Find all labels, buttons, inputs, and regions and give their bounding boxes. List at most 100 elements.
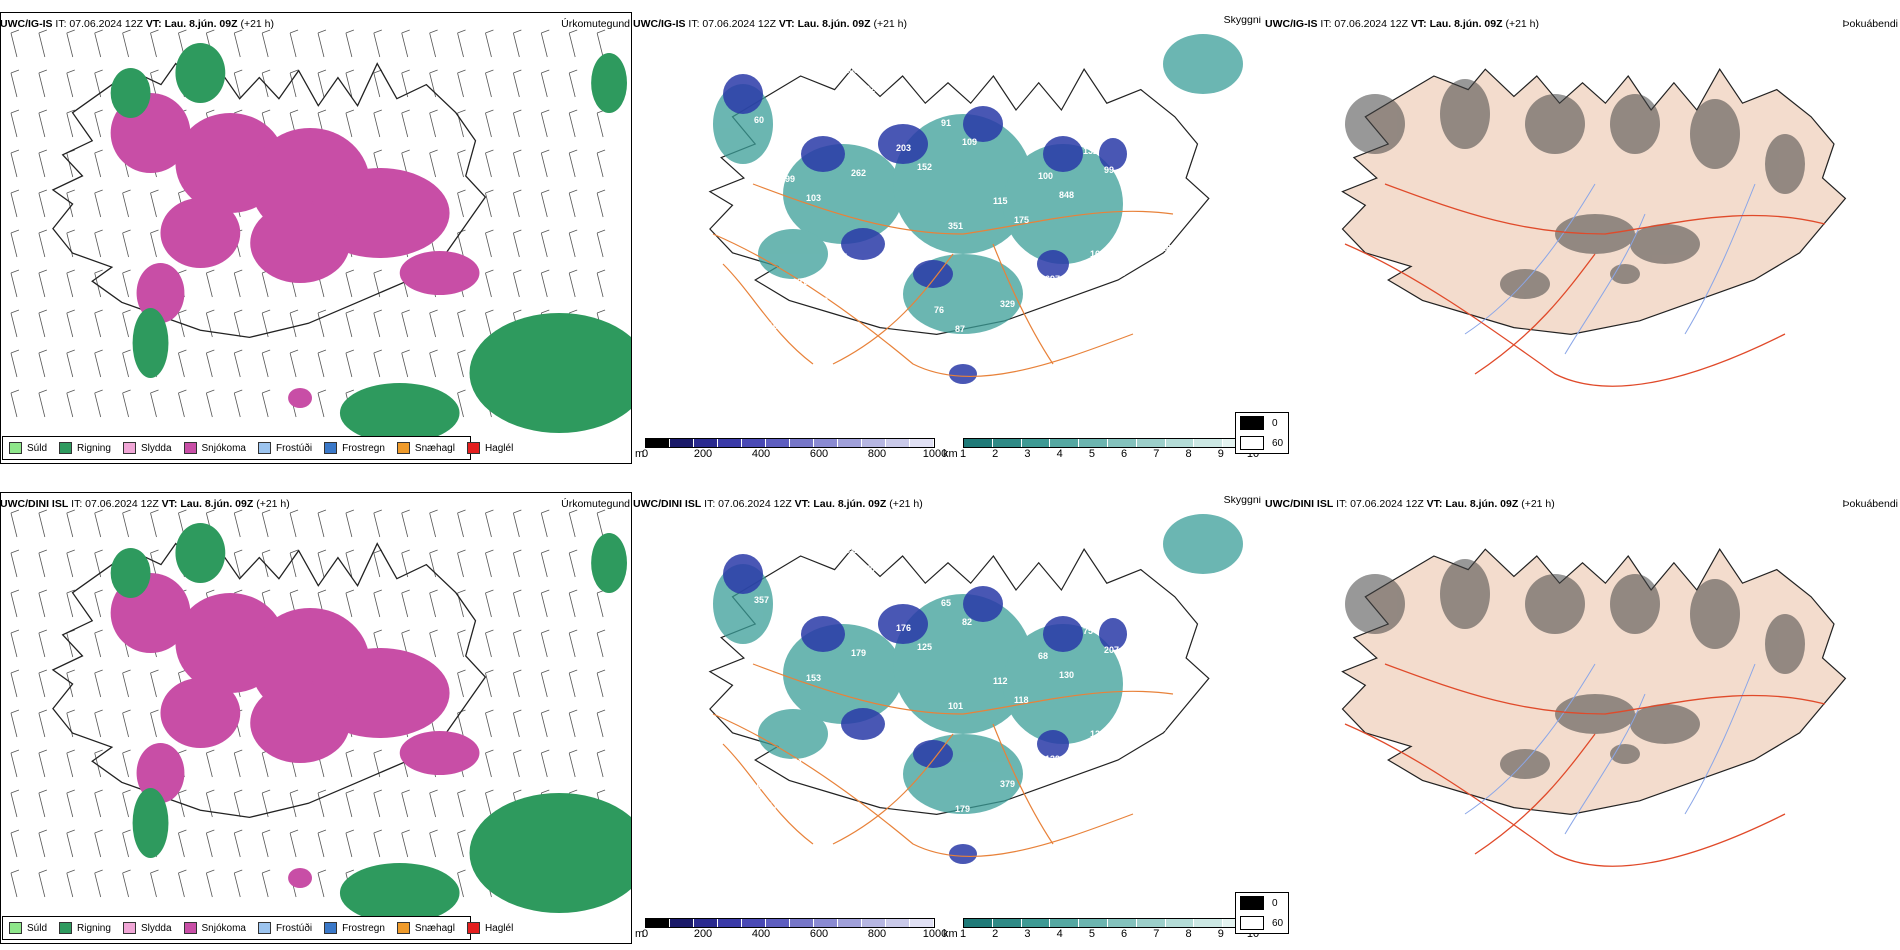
cloud-base-label: 532 [761,698,776,708]
fog-label: 60 [1272,437,1284,449]
cloud-base-label: 104 [1007,592,1022,602]
wind-barb [345,509,355,538]
wind-barb [373,789,382,818]
wind-barb [150,189,159,218]
legend-swatch [59,442,73,454]
legend-item: Snjókoma [183,442,246,454]
area-shape [132,308,169,378]
road-line [1474,733,1596,855]
panel-title: Úrkomutegund [561,18,630,30]
wind-barb [150,229,159,258]
lead-time: (+21 h) [240,18,275,30]
legend-label: Frostregn [342,922,385,934]
wind-barb [345,349,355,378]
area-shape [110,68,151,118]
wind-barb [457,29,466,58]
panel-header: UWC/IG-IS IT: 07.06.2024 12Z VT: Lau. 8.… [1265,16,1900,32]
panel-header: UWC/IG-IS IT: 07.06.2024 12Z VT: Lau. 8.… [0,16,632,32]
wind-barb [38,309,47,338]
wind-barb [38,189,47,218]
wind-barb [66,309,75,338]
cloudbase-ticks: 0 200 400 600 800 1000 [641,928,947,942]
wind-barb [94,309,103,338]
wind-barb [317,349,327,378]
wind-barb [261,69,271,98]
wind-barb [289,29,299,58]
colorbar-cell [992,919,1022,927]
cloud-base-label: 99 [785,174,795,184]
visibility-ticks: 1 2 3 4 5 6 7 8 9 10 [960,928,1259,942]
cloud-base-label: 95 [910,59,920,69]
wind-barb [10,549,20,578]
legend-swatch [122,922,136,934]
visibility-ticks: 1 2 3 4 5 6 7 8 9 10 [960,448,1259,462]
cloud-base-label: 105 [1149,140,1164,150]
wind-barb [66,869,75,898]
area-shape [1525,94,1585,154]
cloud-labels: 163 137 152 175 109 104 92 109 848 128 138 95 99 99 18… [723,56,1171,340]
init-time: IT: 07.06.2024 12Z [1336,498,1424,510]
wind-barb [122,29,131,58]
colorbar-cell [790,439,814,447]
legend-swatch [324,922,338,934]
river-line [1564,693,1646,835]
fog-map-svg [1341,548,1847,867]
legend-item: Frostúði [257,922,312,934]
cloud-base-label: 56 [1156,723,1166,733]
wind-barb [485,189,494,218]
colorbar-tick: 600 [809,448,829,460]
wind-barb [429,109,438,138]
wind-barb [38,869,47,898]
wind-barb [429,509,438,538]
wind-barb [429,589,438,618]
wind-barb [122,229,131,258]
cloudbase-unit: m [635,928,645,940]
cloud-base-label: 153 [806,673,821,683]
wind-barb [10,189,20,218]
wind-barb [568,69,578,98]
road-line [832,733,954,845]
cloud-base-label: 82 [962,617,972,627]
cloud-base-label: 99 [1007,112,1017,122]
wind-barb [38,109,47,138]
area-shape [1630,704,1700,744]
colorbar-cell [670,439,694,447]
area-shape [758,709,828,759]
fog-panel-row2: UWC/DINI ISL IT: 07.06.2024 12Z VT: Lau.… [1235,492,1900,942]
colorbar-cell [766,439,790,447]
wind-barb [373,509,382,538]
legend-swatch [9,922,22,934]
panel-header: UWC/IG-IS IT: 07.06.2024 12Z VT: Lau. 8.… [633,16,1263,32]
wind-barb [457,869,466,898]
colorbar-tick: 600 [809,928,829,940]
road-line [752,183,1174,235]
wind-barb [540,549,550,578]
wind-barb [345,589,355,618]
wind-barb [568,709,578,738]
wind-barb [38,29,47,58]
road-line [992,723,1054,845]
colorbar-tick: 9 [1217,928,1224,940]
wind-barb [401,309,410,338]
area-shape [1163,34,1243,94]
colorbar-tick: 0 [641,928,649,940]
cloud-base-label: 123 [1090,729,1105,739]
iceland-outline [51,542,487,819]
wind-barb [540,69,550,98]
area-shape [288,388,313,408]
legend-label: Snæhagl [414,442,455,454]
legend-swatch [59,922,73,934]
fog-swatch [1240,916,1264,930]
wind-barb [205,269,215,298]
cloudbase-areas [723,554,1127,864]
area-shape [1765,614,1805,674]
colorbar-cell [814,919,838,927]
area-shape [1525,574,1585,634]
wind-barb [178,309,187,338]
model-name: UWC/IG-IS [1265,18,1318,30]
legend-swatch [183,442,197,454]
area-shape [1043,616,1083,652]
cloud-base-label: 135 [1031,68,1046,78]
wind-barb [568,509,578,538]
wind-barb [122,749,131,778]
